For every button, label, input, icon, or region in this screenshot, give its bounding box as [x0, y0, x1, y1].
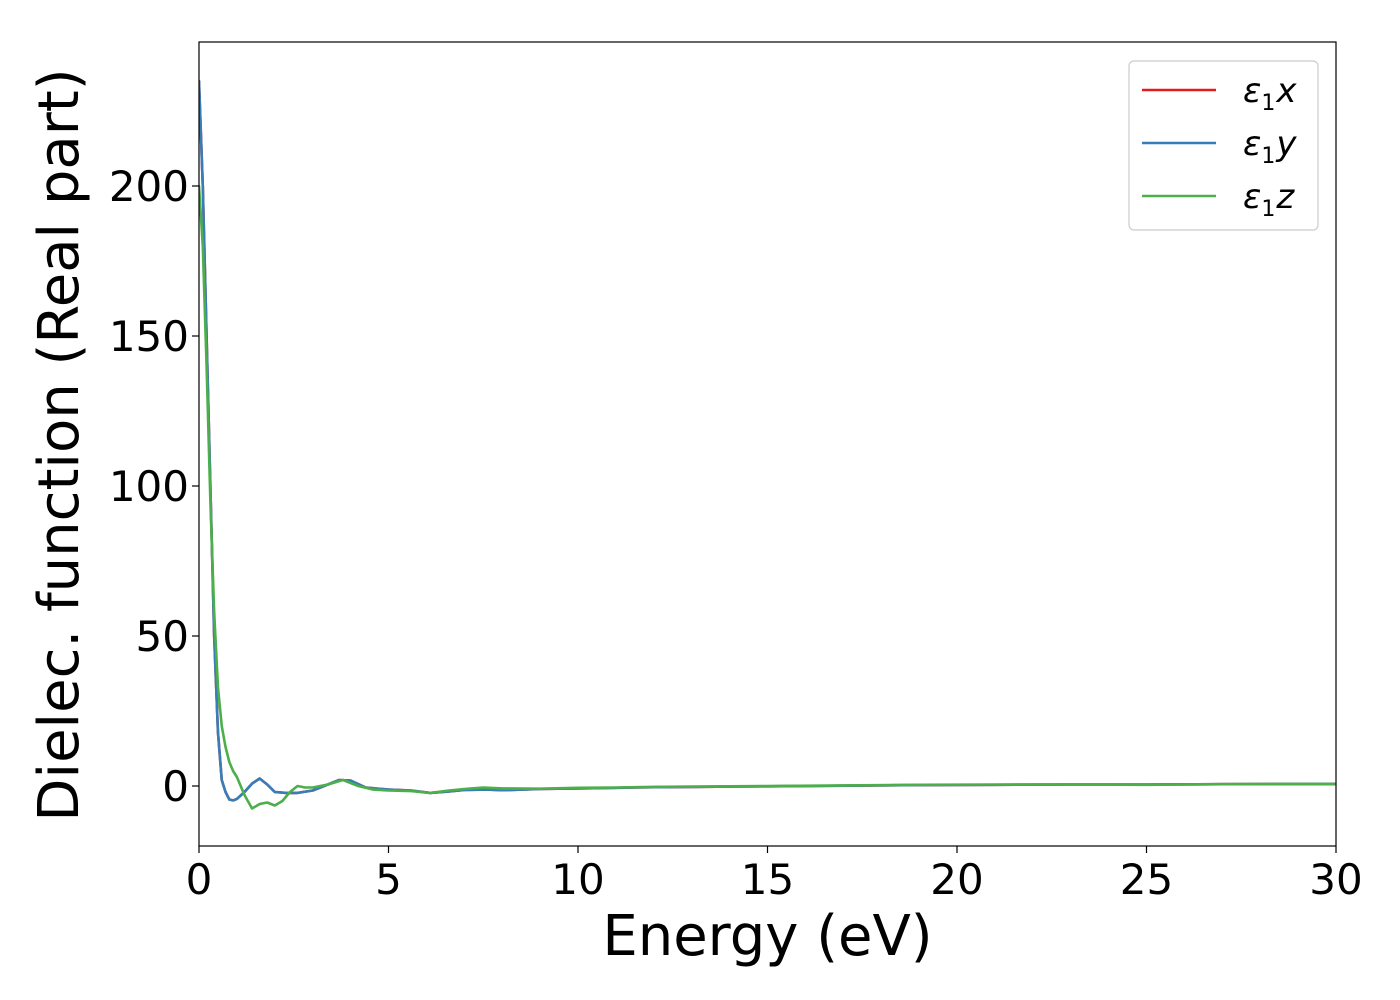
series-line-z — [199, 184, 1336, 810]
legend-label-x: ε1x — [1243, 71, 1297, 116]
x-tick-label: 5 — [375, 855, 402, 904]
legend-box — [1128, 60, 1319, 231]
x-axis: 0 5 10 15 20 25 30 — [186, 846, 1363, 904]
series-layer — [199, 79, 1336, 810]
y-tick-label: 100 — [109, 462, 189, 511]
y-tick-label: 150 — [109, 312, 189, 361]
y-axis: 0 50 100 150 200 — [109, 162, 199, 811]
legend: ε1x ε1y ε1z — [1128, 60, 1319, 231]
x-tick-label: 20 — [930, 855, 983, 904]
y-tick-label: 0 — [162, 762, 189, 811]
x-tick-label: 15 — [741, 855, 794, 904]
y-axis-label: Dielec. function (Real part) — [27, 68, 92, 821]
x-tick-label: 0 — [186, 855, 213, 904]
y-tick-label: 200 — [109, 162, 189, 211]
x-tick-label: 10 — [551, 855, 604, 904]
legend-label-z: ε1z — [1243, 177, 1295, 222]
legend-label-y: ε1y — [1243, 124, 1297, 169]
y-tick-label: 50 — [136, 612, 189, 661]
x-tick-label: 30 — [1309, 855, 1362, 904]
x-tick-label: 25 — [1120, 855, 1173, 904]
x-axis-label: Energy (eV) — [602, 904, 932, 969]
